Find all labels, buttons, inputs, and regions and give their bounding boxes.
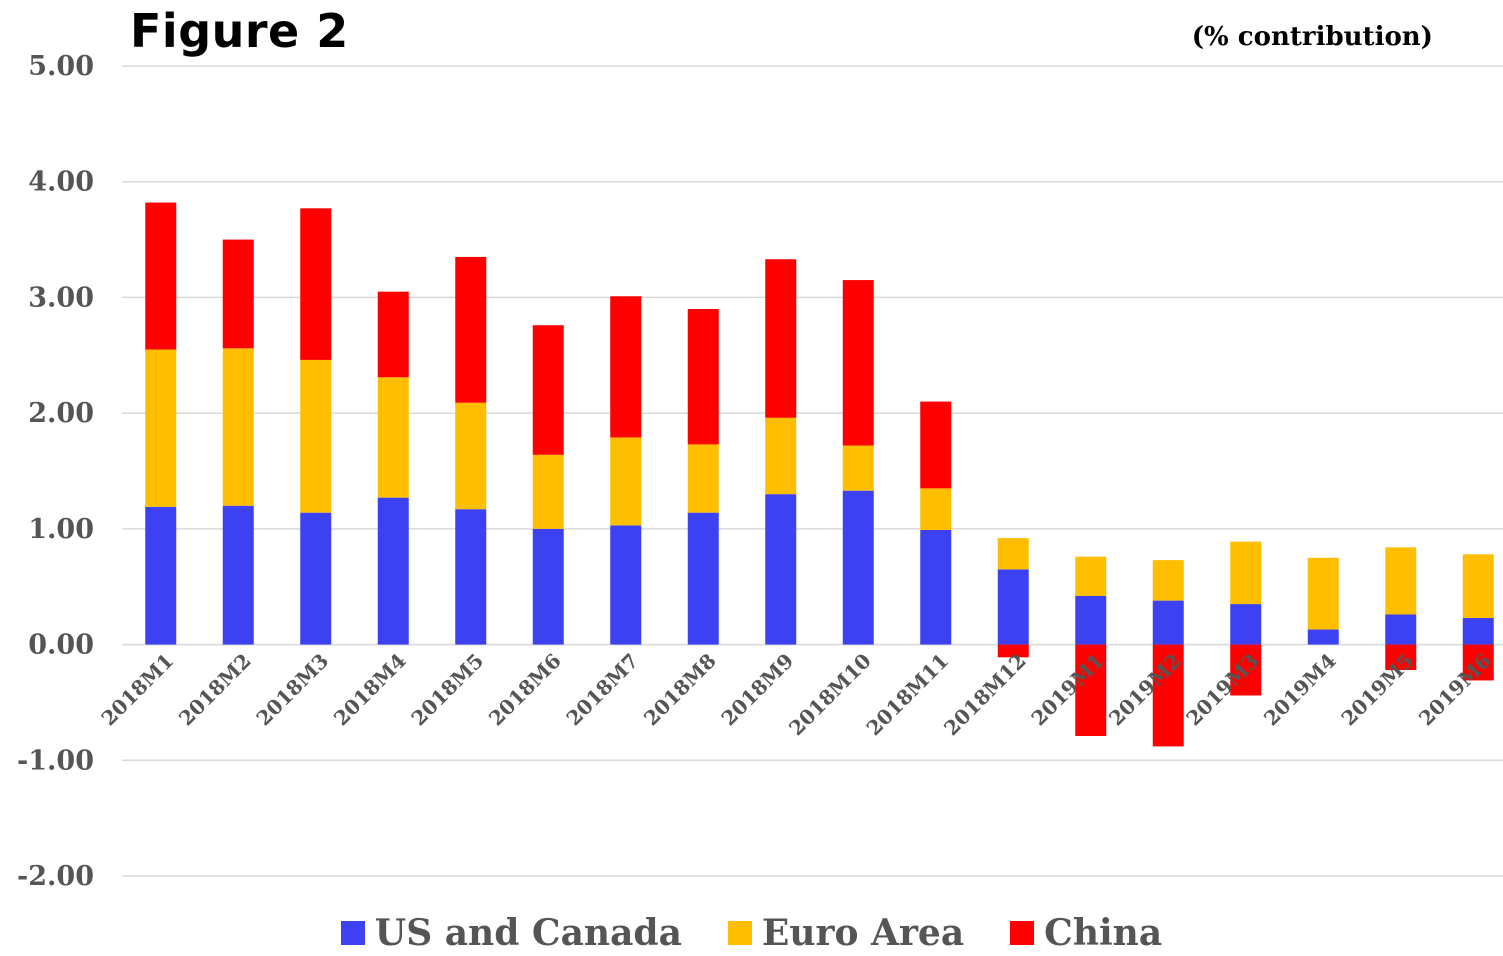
bar-euro-area (145, 349, 177, 507)
x-tick-label: 2019M4 (1259, 649, 1341, 731)
bar-euro-area (997, 538, 1029, 570)
bar-us-canada (222, 505, 254, 645)
bar-china (842, 280, 874, 446)
x-tick-label: 2018M6 (484, 649, 566, 731)
x-axis-ticks: 2018M12018M22018M32018M42018M52018M62018… (96, 649, 1495, 741)
bar-us-canada (920, 530, 952, 645)
y-tick-label: 3.00 (28, 282, 94, 313)
legend-item-china: China (1010, 912, 1162, 954)
bar-us-canada (1152, 600, 1184, 645)
x-tick-label: 2018M10 (784, 649, 876, 741)
bar-china (1230, 644, 1262, 696)
x-tick-label: 2018M7 (561, 649, 643, 731)
bar-euro-area (455, 402, 487, 510)
legend-swatch-china (1010, 921, 1035, 945)
bar-euro-area (1462, 554, 1494, 618)
y-tick-label: 1.00 (28, 514, 94, 545)
bar-euro-area (1385, 547, 1417, 615)
legend-item-euro-area: Euro Area (727, 912, 965, 954)
bar-us-canada (997, 569, 1029, 645)
y-tick-label: 0.00 (28, 630, 94, 661)
bar-us-canada (842, 490, 874, 645)
bar-china (222, 239, 254, 349)
y-tick-label: 5.00 (28, 51, 94, 82)
bar-china (1152, 644, 1184, 747)
bar-china (1385, 644, 1417, 671)
bar-euro-area (687, 444, 719, 513)
bar-us-canada (145, 506, 177, 645)
y-tick-label: -1.00 (17, 745, 94, 776)
chart-subtitle: (% contribution) (1191, 22, 1433, 52)
bar-china (1462, 644, 1494, 681)
bar-euro-area (300, 359, 332, 513)
legend-swatch-us-canada (340, 921, 365, 945)
bar-china (687, 309, 719, 445)
bar-us-canada (687, 512, 719, 645)
x-tick-label: 2018M8 (639, 649, 721, 731)
bar-us-canada (377, 497, 409, 645)
x-tick-label: 2019M5 (1336, 649, 1418, 731)
bar-euro-area (1230, 541, 1262, 605)
bar-china (377, 291, 409, 378)
bar-us-canada (1075, 595, 1107, 645)
bar-china (920, 401, 952, 489)
bar-euro-area (1152, 560, 1184, 601)
bar-euro-area (532, 454, 564, 529)
bar-us-canada (1307, 629, 1339, 645)
legend-item-us-canada: US and Canada (340, 912, 682, 954)
x-tick-label: 2019M6 (1414, 649, 1496, 731)
gridlines (122, 65, 1503, 877)
bar-us-canada (1385, 614, 1417, 645)
bar-us-canada (1462, 617, 1494, 645)
bar-china (300, 208, 332, 360)
x-tick-label: 2018M3 (251, 649, 333, 731)
y-tick-label: -2.00 (17, 861, 94, 892)
x-tick-label: 2018M1 (96, 649, 178, 731)
legend-swatch-euro-area (727, 921, 752, 945)
bar-china (997, 644, 1029, 658)
bar-euro-area (920, 488, 952, 531)
bar-euro-area (842, 445, 874, 491)
bar-china (765, 259, 797, 418)
bar-china (145, 202, 177, 350)
legend-label-us-canada: US and Canada (374, 912, 682, 954)
legend: US and Canada Euro Area China (0, 912, 1503, 954)
x-tick-label: 2018M9 (716, 649, 798, 731)
bar-euro-area (222, 348, 254, 506)
bar-us-canada (1230, 604, 1262, 645)
y-tick-label: 4.00 (28, 167, 94, 198)
x-tick-label: 2018M11 (862, 649, 954, 741)
bar-us-canada (765, 494, 797, 645)
bar-china (1075, 644, 1107, 736)
y-tick-label: 2.00 (28, 398, 94, 429)
bar-euro-area (377, 377, 409, 498)
x-tick-label: 2018M5 (406, 649, 488, 731)
bar-euro-area (610, 437, 642, 526)
y-axis-ticks: 5.00 4.00 3.00 2.00 1.00 0.00 -1.00 -2.00 (17, 51, 94, 892)
bar-china (455, 256, 487, 403)
bar-chart: 5.00 4.00 3.00 2.00 1.00 0.00 -1.00 -2.00 2018M… (17, 51, 1503, 892)
bars (145, 202, 1494, 747)
x-tick-label: 2018M12 (939, 649, 1031, 741)
bar-euro-area (1307, 557, 1339, 630)
bar-china (610, 296, 642, 438)
legend-label-euro-area: Euro Area (761, 912, 965, 954)
bar-us-canada (610, 525, 642, 645)
legend-label-china: China (1044, 912, 1163, 954)
bar-us-canada (532, 528, 564, 645)
x-tick-label: 2018M2 (174, 649, 256, 731)
x-tick-label: 2018M4 (329, 649, 411, 731)
bar-euro-area (765, 417, 797, 495)
bar-us-canada (455, 509, 487, 645)
bar-china (532, 325, 564, 455)
bar-euro-area (1075, 556, 1107, 596)
bar-us-canada (300, 512, 332, 645)
chart-title: Figure 2 (130, 4, 349, 58)
